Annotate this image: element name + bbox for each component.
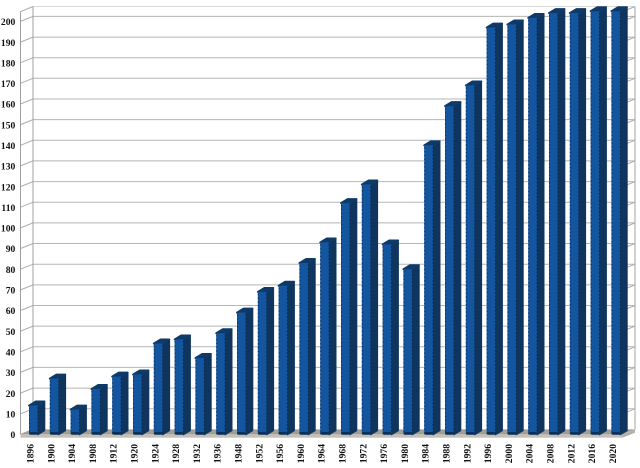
svg-text:2012: 2012 [566,444,577,463]
svg-text:1900: 1900 [46,444,57,463]
svg-text:1992: 1992 [462,444,473,463]
svg-text:1912: 1912 [109,444,120,463]
svg-text:100: 100 [1,224,16,235]
svg-text:170: 170 [1,79,16,90]
svg-text:1936: 1936 [213,444,224,463]
svg-text:0: 0 [11,430,16,441]
svg-text:180: 180 [1,58,16,69]
svg-text:1968: 1968 [338,444,349,463]
svg-text:1920: 1920 [130,444,141,463]
svg-text:120: 120 [1,182,16,193]
svg-text:1904: 1904 [67,444,78,463]
svg-text:160: 160 [1,100,16,111]
svg-text:1948: 1948 [234,444,245,463]
svg-text:1984: 1984 [421,444,432,463]
svg-text:1952: 1952 [254,444,265,463]
svg-text:20: 20 [6,389,16,400]
svg-text:2016: 2016 [587,444,598,463]
svg-text:1924: 1924 [150,444,161,463]
svg-text:2004: 2004 [525,444,536,463]
svg-text:110: 110 [1,203,15,214]
svg-text:1928: 1928 [171,444,182,463]
svg-text:140: 140 [1,141,16,152]
svg-text:1980: 1980 [400,444,411,463]
svg-text:200: 200 [1,17,16,28]
svg-text:1988: 1988 [442,444,453,463]
svg-text:90: 90 [6,244,16,255]
svg-text:1896: 1896 [26,444,37,463]
svg-text:50: 50 [6,327,16,338]
svg-text:10: 10 [6,409,16,420]
svg-text:1960: 1960 [296,444,307,463]
svg-text:190: 190 [1,38,16,49]
svg-text:70: 70 [6,286,16,297]
svg-text:2000: 2000 [504,444,515,463]
svg-text:2020: 2020 [608,444,619,463]
svg-text:1996: 1996 [483,444,494,463]
svg-text:1956: 1956 [275,444,286,463]
svg-text:1976: 1976 [379,444,390,463]
svg-text:40: 40 [6,348,16,359]
svg-text:150: 150 [1,120,16,131]
svg-text:80: 80 [6,265,16,276]
svg-text:1972: 1972 [358,444,369,463]
svg-text:30: 30 [6,368,16,379]
svg-text:1964: 1964 [317,444,328,463]
svg-text:2008: 2008 [546,444,557,463]
svg-text:1908: 1908 [88,444,99,463]
svg-text:130: 130 [1,162,16,173]
svg-text:60: 60 [6,306,16,317]
svg-text:1932: 1932 [192,444,203,463]
